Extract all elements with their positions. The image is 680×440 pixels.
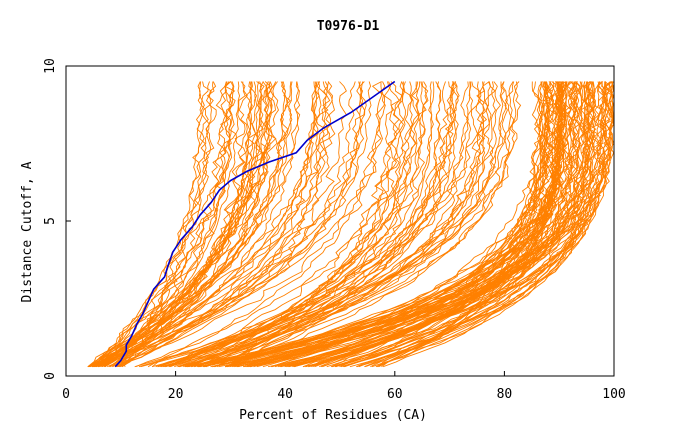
series-line-32	[101, 81, 258, 368]
series-line-38	[119, 81, 241, 368]
series-line-146	[185, 81, 570, 368]
series-line-171	[310, 81, 595, 368]
series-line-39	[87, 81, 320, 368]
x-tick-label-60: 60	[387, 387, 403, 402]
series-line-98	[184, 81, 485, 368]
series-line-191	[204, 81, 573, 368]
series-line-18	[116, 81, 348, 368]
series-line-52	[108, 81, 270, 368]
series-line-66	[135, 81, 405, 368]
series-line-148	[349, 81, 596, 368]
x-axis-label: Percent of Residues (CA)	[239, 408, 427, 423]
x-tick-label-100: 100	[602, 387, 625, 402]
series-line-104	[187, 81, 435, 368]
series-line-94	[151, 81, 386, 368]
series-line-103	[151, 81, 469, 368]
series-line-25	[120, 81, 247, 368]
series-line-102	[157, 81, 449, 368]
series-line-56	[92, 81, 293, 368]
y-axis-label: Distance Cutoff, A	[20, 161, 35, 302]
series-line-196	[267, 81, 615, 368]
series-line-76	[163, 81, 486, 368]
series-line-187	[334, 81, 607, 368]
series-line-28	[118, 81, 322, 368]
series-line-180	[212, 81, 545, 368]
series-line-190	[238, 81, 578, 368]
series-line-62	[227, 81, 474, 368]
series-line-194	[249, 81, 554, 368]
series-line-183	[381, 81, 545, 368]
series-line-11	[91, 81, 210, 368]
series-line-58	[95, 81, 288, 368]
series-line-59	[121, 81, 205, 367]
series-line-22	[89, 81, 365, 368]
series-line-7	[97, 81, 329, 368]
series-line-95	[198, 81, 457, 368]
series-line-198	[224, 81, 594, 368]
x-tick-label-80: 80	[497, 387, 513, 402]
highlight-series-line	[114, 80, 396, 368]
series-line-37	[87, 81, 382, 368]
series-line-82	[206, 81, 395, 368]
series-line-55	[91, 81, 272, 368]
series-line-162	[213, 81, 568, 368]
y-tick-label-5: 5	[43, 217, 58, 225]
series-line-33	[98, 81, 318, 368]
series-line-77	[224, 81, 515, 368]
series-line-69	[155, 81, 497, 368]
series-line-140	[344, 81, 602, 368]
series-line-75	[174, 81, 425, 368]
series-line-80	[170, 81, 400, 368]
series-line-49	[94, 81, 230, 368]
series-line-165	[227, 81, 607, 368]
series-line-88	[169, 81, 507, 368]
x-tick-label-20: 20	[168, 387, 184, 402]
series-layer	[87, 81, 615, 368]
series-line-89	[177, 81, 490, 368]
series-line-72	[205, 81, 491, 368]
series-line-170	[202, 81, 551, 368]
series-line-93	[225, 81, 442, 368]
series-line-97	[196, 81, 413, 368]
series-line-42	[118, 81, 356, 368]
series-line-50	[95, 81, 252, 368]
series-line-40	[96, 81, 233, 367]
series-line-53	[88, 81, 277, 368]
y-tick-label-10: 10	[43, 58, 58, 74]
x-tick-label-0: 0	[62, 387, 70, 402]
highlight-layer	[114, 80, 396, 368]
series-line-29	[89, 81, 203, 368]
series-line-43	[93, 81, 301, 368]
series-line-4	[114, 81, 364, 368]
series-line-63	[138, 81, 522, 368]
series-line-99	[147, 81, 482, 368]
series-line-86	[168, 81, 429, 368]
series-line-189	[270, 81, 548, 368]
series-line-96	[165, 81, 406, 368]
series-line-199	[248, 81, 615, 368]
y-tick-label-0: 0	[43, 372, 58, 380]
series-line-101	[189, 81, 421, 368]
x-tick-label-40: 40	[277, 387, 293, 402]
axes-layer: 0 20 40 60 80 100 0 5 10	[43, 58, 626, 402]
series-line-57	[112, 81, 333, 368]
chart-title: T0976-D1	[317, 19, 380, 34]
series-line-174	[326, 81, 582, 368]
series-line-81	[178, 81, 501, 368]
series-line-45	[100, 81, 237, 367]
